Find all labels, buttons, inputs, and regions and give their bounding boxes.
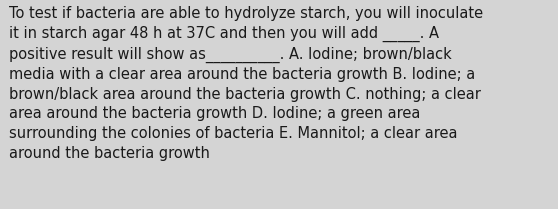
Text: To test if bacteria are able to hydrolyze starch, you will inoculate
it in starc: To test if bacteria are able to hydrolyz…	[9, 6, 483, 161]
